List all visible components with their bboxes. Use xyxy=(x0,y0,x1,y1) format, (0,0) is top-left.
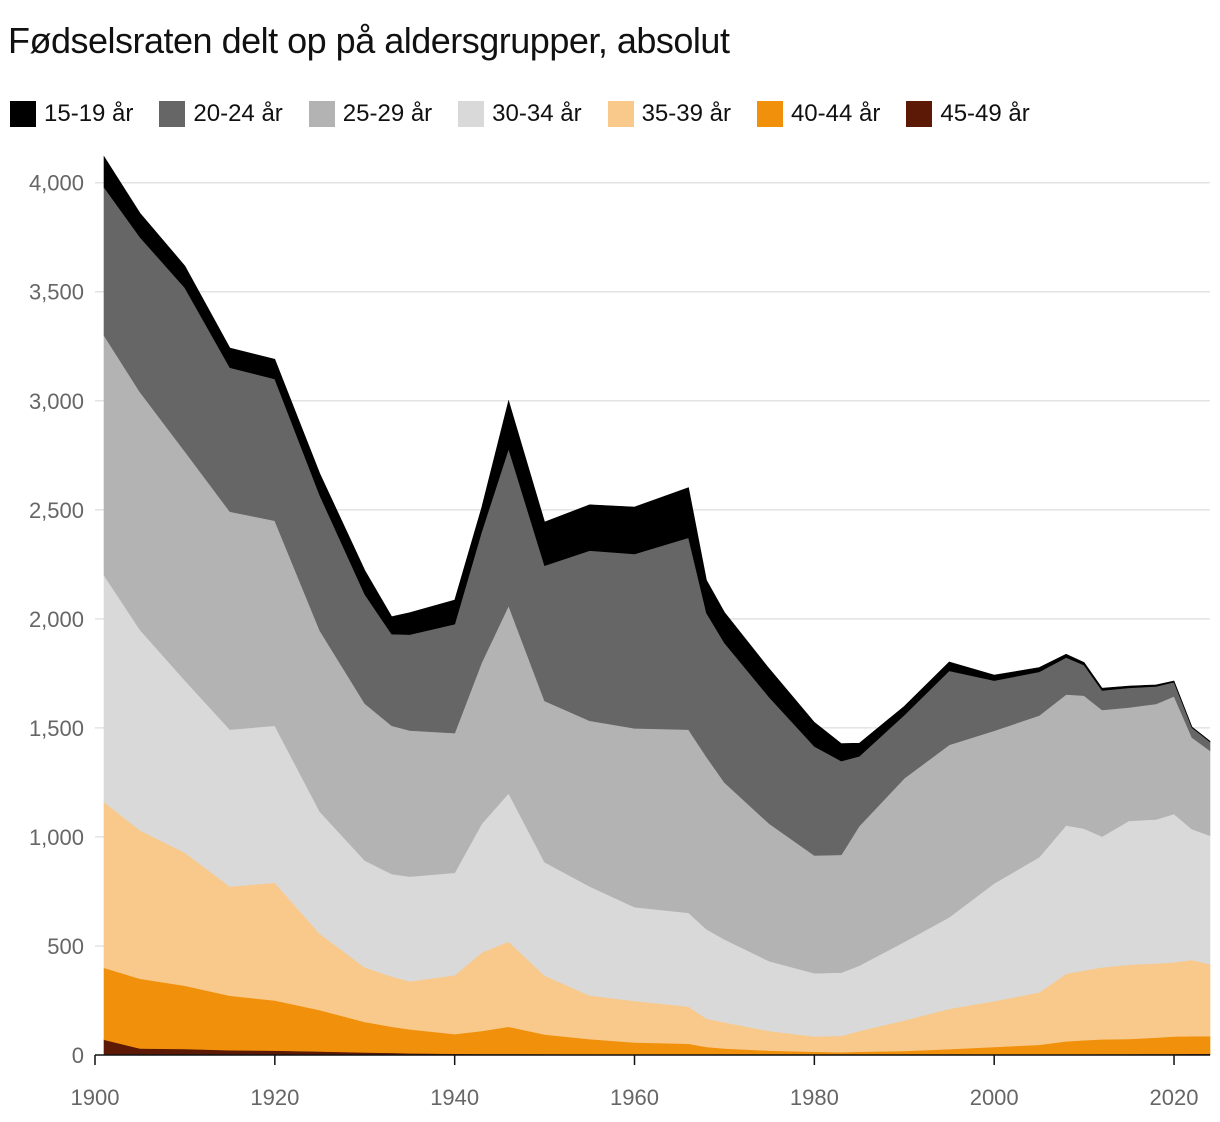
y-tick-label: 3,500 xyxy=(29,280,84,305)
legend-label: 30-34 år xyxy=(492,100,582,127)
y-tick-label: 4,000 xyxy=(29,171,84,196)
legend-swatch xyxy=(159,101,186,127)
legend-item: 15-19 år xyxy=(10,100,133,128)
x-tick-label: 1960 xyxy=(610,1085,659,1110)
x-tick-label: 1920 xyxy=(250,1085,299,1110)
axes: 0 500 1,000 1,500 2,000 2,500 3,000 3,500 4,000 1… xyxy=(29,171,1210,1110)
x-tick-label: 1980 xyxy=(790,1085,839,1110)
legend-swatch xyxy=(756,101,783,127)
x-tick-label: 2020 xyxy=(1150,1085,1199,1110)
legend-label: 15-19 år xyxy=(44,100,134,127)
y-tick-label: 2,000 xyxy=(29,607,84,632)
y-tick-label: 0 xyxy=(72,1043,84,1068)
legend-swatch xyxy=(458,101,485,127)
y-tick-label: 1,500 xyxy=(29,716,84,741)
x-tick-label: 1900 xyxy=(71,1085,120,1110)
y-tick-label: 3,000 xyxy=(29,389,84,414)
chart-legend: 15-19 år 20-24 år 25-29 år 30-34 år 35-39 år… xyxy=(10,100,1030,128)
stacked-areas xyxy=(103,155,1211,1056)
legend-item: 30-34 år xyxy=(458,100,582,128)
legend-swatch xyxy=(10,101,36,127)
legend-item: 20-24 år xyxy=(159,100,283,128)
chart-title: Fødselsraten delt op på aldersgrupper, a… xyxy=(8,20,730,61)
legend-item: 35-39 år xyxy=(607,100,731,128)
legend-label: 20-24 år xyxy=(193,100,283,127)
legend-label: 45-49 år xyxy=(940,100,1030,127)
legend-swatch xyxy=(607,101,634,127)
y-tick-label: 2,500 xyxy=(29,498,84,523)
legend-swatch xyxy=(308,101,335,127)
y-tick-label: 1,000 xyxy=(29,825,84,850)
y-tick-label: 500 xyxy=(47,934,84,959)
legend-item: 45-49 år xyxy=(906,100,1030,128)
area-series xyxy=(103,155,1211,762)
legend-label: 25-29 år xyxy=(342,100,433,127)
legend-label: 35-39 år xyxy=(641,100,731,127)
legend-item: 25-29 år xyxy=(308,100,433,128)
legend-swatch xyxy=(906,101,933,127)
legend-label: 40-44 år xyxy=(790,100,881,127)
x-tick-label: 1940 xyxy=(430,1085,479,1110)
x-tick-label: 2000 xyxy=(970,1085,1019,1110)
legend-item: 40-44 år xyxy=(756,100,881,128)
